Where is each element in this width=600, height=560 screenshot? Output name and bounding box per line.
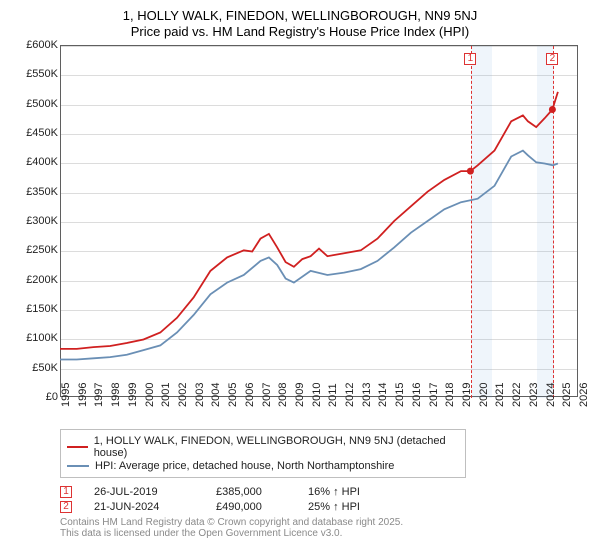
row-hpi: 16% ↑ HPI — [308, 486, 388, 498]
chart-lines-svg — [60, 45, 578, 397]
x-axis-label: 2002 — [177, 383, 189, 407]
y-axis-label: £300K — [16, 215, 58, 227]
row-hpi: 25% ↑ HPI — [308, 501, 388, 513]
x-axis-label: 2023 — [528, 383, 540, 407]
footer-line2: This data is licensed under the Open Gov… — [60, 528, 588, 539]
x-axis-label: 2012 — [344, 383, 356, 407]
legend-label: HPI: Average price, detached house, Nort… — [95, 460, 394, 472]
y-axis-label: £400K — [16, 156, 58, 168]
x-axis-label: 1995 — [60, 383, 72, 407]
x-axis-label: 2011 — [327, 383, 339, 407]
row-marker: 1 — [60, 486, 72, 498]
legend-swatch — [67, 446, 88, 448]
sale-dot — [467, 168, 474, 175]
footer-text: Contains HM Land Registry data © Crown c… — [60, 517, 588, 539]
y-axis-label: £450K — [16, 127, 58, 139]
x-axis-label: 1998 — [110, 383, 122, 407]
table-row: 2 21-JUN-2024 £490,000 25% ↑ HPI — [60, 501, 588, 513]
legend-row: 1, HOLLY WALK, FINEDON, WELLINGBOROUGH, … — [67, 435, 459, 459]
y-axis-label: £100K — [16, 332, 58, 344]
x-axis-label: 2019 — [461, 383, 473, 407]
x-axis-label: 2010 — [311, 383, 323, 407]
y-axis-label: £350K — [16, 186, 58, 198]
row-price: £385,000 — [216, 486, 286, 498]
sale-marker: 2 — [546, 53, 558, 65]
y-axis-label: £200K — [16, 274, 58, 286]
sale-dot — [549, 106, 556, 113]
sale-marker: 1 — [464, 53, 476, 65]
chart-area: £0 £50K £100K £150K £200K £250K £300K £350K £400… — [18, 45, 578, 425]
x-axis-label: 2008 — [277, 383, 289, 407]
x-axis-label: 2017 — [428, 383, 440, 407]
x-axis-label: 2015 — [394, 383, 406, 407]
row-price: £490,000 — [216, 501, 286, 513]
x-axis-label: 2006 — [244, 383, 256, 407]
x-axis-label: 2009 — [294, 383, 306, 407]
footer-line1: Contains HM Land Registry data © Crown c… — [60, 517, 588, 528]
x-axis-label: 2021 — [494, 383, 506, 407]
legend-swatch — [67, 465, 89, 467]
x-axis-label: 2003 — [194, 383, 206, 407]
y-axis-label: £250K — [16, 244, 58, 256]
x-axis-label: 1997 — [93, 383, 105, 407]
y-axis-label: £500K — [16, 98, 58, 110]
x-axis-label: 2001 — [160, 383, 172, 407]
series-line-red — [60, 92, 558, 349]
x-axis-label: 2016 — [411, 383, 423, 407]
chart-title-line1: 1, HOLLY WALK, FINEDON, WELLINGBOROUGH, … — [12, 8, 588, 23]
x-axis-label: 2005 — [227, 383, 239, 407]
series-line-blue — [60, 151, 558, 360]
x-axis-label: 2020 — [478, 383, 490, 407]
x-axis-label: 2022 — [511, 383, 523, 407]
x-axis-label: 2026 — [578, 383, 590, 407]
x-axis-label: 1999 — [127, 383, 139, 407]
row-date: 21-JUN-2024 — [94, 501, 194, 513]
y-axis-label: £550K — [16, 68, 58, 80]
row-date: 26-JUL-2019 — [94, 486, 194, 498]
y-axis-label: £600K — [16, 39, 58, 51]
y-axis-label: £0 — [16, 391, 58, 403]
x-axis-label: 2000 — [144, 383, 156, 407]
table-row: 1 26-JUL-2019 £385,000 16% ↑ HPI — [60, 486, 588, 498]
x-axis-label: 2014 — [377, 383, 389, 407]
x-axis-label: 2024 — [545, 383, 557, 407]
y-axis-label: £50K — [16, 362, 58, 374]
x-axis-label: 2004 — [210, 383, 222, 407]
x-axis-label: 2013 — [361, 383, 373, 407]
y-axis-label: £150K — [16, 303, 58, 315]
legend-row: HPI: Average price, detached house, Nort… — [67, 460, 459, 472]
sales-table: 1 26-JUL-2019 £385,000 16% ↑ HPI 2 21-JUN-202… — [60, 486, 588, 513]
legend: 1, HOLLY WALK, FINEDON, WELLINGBOROUGH, … — [60, 429, 466, 478]
x-axis-label: 1996 — [77, 383, 89, 407]
legend-label: 1, HOLLY WALK, FINEDON, WELLINGBOROUGH, … — [94, 435, 459, 459]
x-axis-label: 2018 — [444, 383, 456, 407]
x-axis-label: 2025 — [561, 383, 573, 407]
chart-title-line2: Price paid vs. HM Land Registry's House … — [12, 24, 588, 39]
row-marker: 2 — [60, 501, 72, 513]
x-axis-label: 2007 — [261, 383, 273, 407]
